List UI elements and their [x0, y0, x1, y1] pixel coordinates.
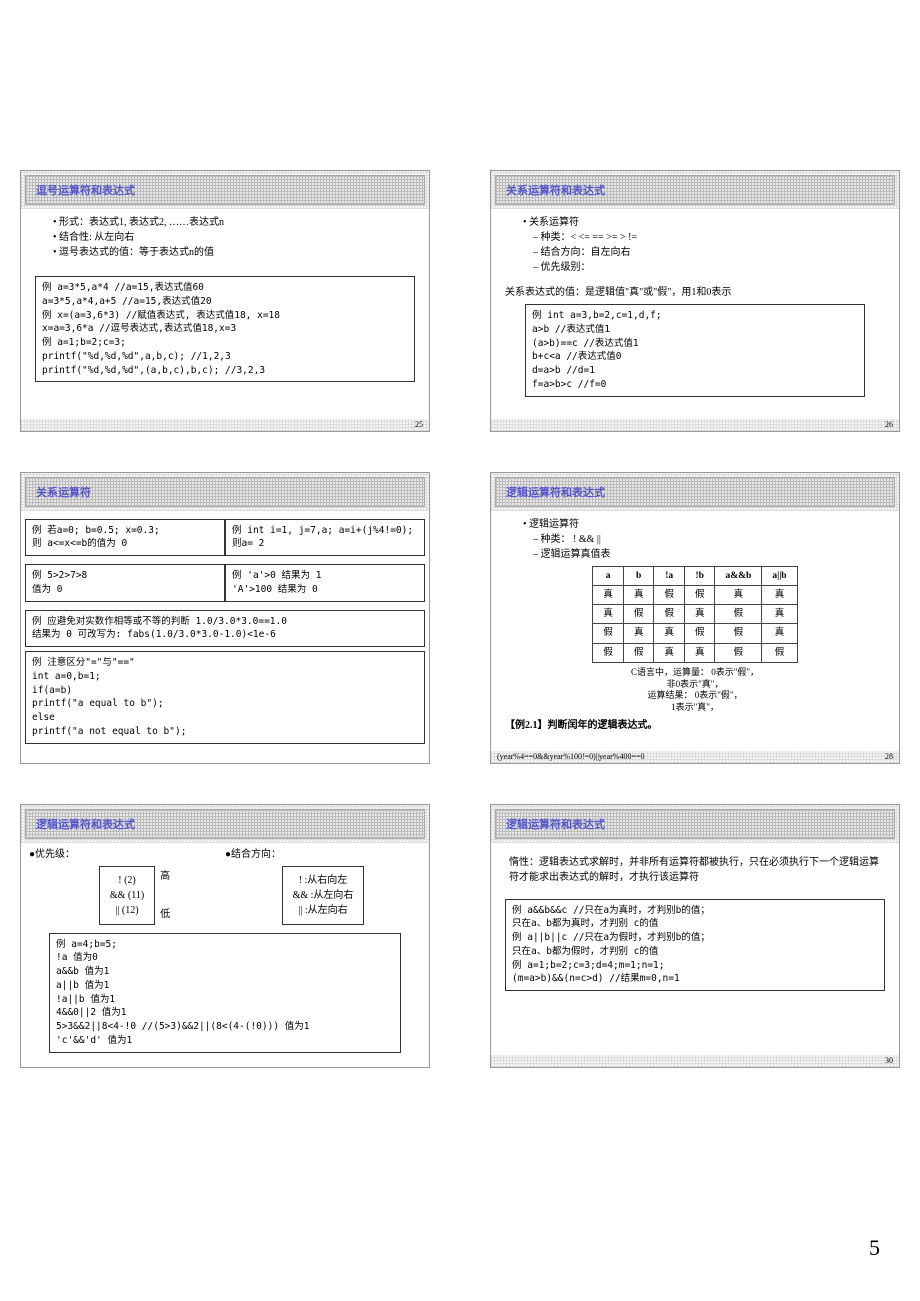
code-line: (m=a>b)&&(n=c>d) //结果m=0,n=1 [512, 972, 878, 986]
code-line: f=a>b>c //f=0 [532, 378, 858, 392]
code-line: 例 x=(a=3,6*3) //赋值表达式, 表达式值18, x=18 [42, 309, 408, 323]
slide-pagenum: 30 [885, 1056, 893, 1065]
code-line: 例 a=3*5,a*4 //a=15,表达式值60 [42, 281, 408, 295]
note: 非0表示"真"， [505, 679, 885, 691]
example-title: 【例2.1】判断闰年的逻辑表达式。 [505, 718, 885, 733]
code-line: 例 a&&b&&c //只在a为真时，才判别b的值； [512, 904, 878, 918]
note: C语言中，运算量： 0表示"假"， [505, 667, 885, 679]
bullet: 结合性: 从左向右 [53, 230, 415, 245]
code-line: 例 a=1;b=2;c=3; [42, 336, 408, 350]
code-line: printf("%d,%d,%d",a,b,c); //1,2,3 [42, 350, 408, 364]
mark-high: 高 [160, 869, 170, 884]
assoc-item: ! :从右向左 [293, 873, 354, 888]
th: a&&b [715, 566, 762, 585]
slide-pagenum: 28 [885, 751, 893, 763]
slide-title: 关系运算符和表达式 [495, 175, 895, 205]
code-line: 例 a=4;b=5; [56, 938, 394, 952]
code-line: 只在a、b都为假时，才判别 c的值 [512, 945, 878, 959]
assoc-item: && :从左向右 [293, 888, 354, 903]
slide-29: 逻辑运算符和表达式 ●优先级： ●结合方向： ! (2) && (11) || … [20, 804, 430, 1068]
code-line: b+c<a //表达式值0 [532, 350, 858, 364]
heading: 逻辑运算符 [523, 517, 885, 532]
th: b [623, 566, 654, 585]
slide-title: 逗号运算符和表达式 [25, 175, 425, 205]
example-box: 例 int i=1, j=7,a; a=i+(j%4!=0); 则a= 2 [225, 519, 425, 557]
truth-table: a b !a !b a&&b a||b 真真假假真真 真假假真假真 假真真假假真… [592, 566, 797, 663]
note: 运算结果： 0表示"假"， [505, 690, 885, 702]
sub-bullet: 优先级别： [533, 260, 885, 275]
code-line: a||b 值为1 [56, 979, 394, 993]
prio-item: && (11) [110, 888, 144, 903]
label: ●结合方向： [225, 849, 281, 860]
sub-bullet: 结合方向：自左向右 [533, 245, 885, 260]
example-box: 例 'a'>0 结果为 1 'A'>100 结果为 0 [225, 564, 425, 602]
slide-pagenum: 26 [885, 420, 893, 429]
code-line: 'c'&&'d' 值为1 [56, 1034, 394, 1048]
assoc-item: || :从左向右 [293, 903, 354, 918]
code-line: printf("%d,%d,%d",(a,b,c),b,c); //3,2,3 [42, 364, 408, 378]
slide-pagenum: 25 [415, 420, 423, 429]
code-line: a=3*5,a*4,a+5 //a=15,表达式值20 [42, 295, 408, 309]
bullet: 形式：表达式1, 表达式2, ……表达式n [53, 215, 415, 230]
th: !b [684, 566, 715, 585]
label: ●优先级： [29, 849, 75, 860]
note: 1表示"真"， [505, 702, 885, 714]
slide-title: 逻辑运算符和表达式 [495, 809, 895, 839]
code-line: (a>b)==c //表达式值1 [532, 337, 858, 351]
example-box: 例 应避免对实数作相等或不等的判断 1.0/3.0*3.0==1.0 结果为 0… [25, 610, 425, 648]
code-line: !a||b 值为1 [56, 993, 394, 1007]
mark-low: 低 [160, 907, 170, 922]
code-line: a>b //表达式值1 [532, 323, 858, 337]
example-box: 例 若a=0; b=0.5; x=0.3; 则 a<=x<=b的值为 0 [25, 519, 225, 557]
code-line: 4&&0||2 值为1 [56, 1006, 394, 1020]
slide-title: 关系运算符 [25, 477, 425, 507]
slide-title: 逻辑运算符和表达式 [25, 809, 425, 839]
paragraph: 惰性：逻辑表达式求解时，并非所有运算符都被执行，只在必须执行下一个逻辑运算符才能… [509, 855, 881, 885]
th: a||b [762, 566, 797, 585]
prio-item: ! (2) [110, 873, 144, 888]
heading: 关系运算符 [523, 215, 885, 230]
th: !a [654, 566, 685, 585]
slide-28: 逻辑运算符和表达式 逻辑运算符 种类： ! && || 逻辑运算真值表 a b … [490, 472, 900, 764]
slide-30: 逻辑运算符和表达式 惰性：逻辑表达式求解时，并非所有运算符都被执行，只在必须执行… [490, 804, 900, 1068]
example-box: 例 5>2>7>8 值为 0 [25, 564, 225, 602]
slide-27: 关系运算符 例 若a=0; b=0.5; x=0.3; 则 a<=x<=b的值为… [20, 472, 430, 764]
example-box: 例 注意区分"="与"==" int a=0,b=1; if(a=b) prin… [25, 651, 425, 744]
sub-bullet: 逻辑运算真值表 [533, 547, 885, 562]
slide-grid: 逗号运算符和表达式 形式：表达式1, 表达式2, ……表达式n 结合性: 从左向… [20, 170, 900, 1068]
slide-title: 逻辑运算符和表达式 [495, 477, 895, 507]
text: 关系表达式的值：是逻辑值"真"或"假"，用1和0表示 [505, 285, 885, 300]
sub-bullet: 种类： ! && || [533, 532, 885, 547]
bullet: 逗号表达式的值：等于表达式n的值 [53, 245, 415, 260]
slide-25: 逗号运算符和表达式 形式：表达式1, 表达式2, ……表达式n 结合性: 从左向… [20, 170, 430, 432]
sub-bullet: 种类：< <= == >= > != [533, 230, 885, 245]
code-line: 例 a=1;b=2;c=3;d=4;m=1;n=1; [512, 959, 878, 973]
prio-item: || (12) [110, 903, 144, 918]
code-line: 例 a||b||c //只在a为假时，才判别b的值； [512, 931, 878, 945]
code-line: !a 值为0 [56, 951, 394, 965]
page-number: 5 [869, 1235, 880, 1261]
th: a [593, 566, 624, 585]
code-line: 只在a、b都为真时，才判别 c的值 [512, 917, 878, 931]
code-line: 例 int a=3,b=2,c=1,d,f; [532, 309, 858, 323]
code-line: x=a=3,6*a //逗号表达式,表达式值18,x=3 [42, 322, 408, 336]
code-line: d=a>b //d=1 [532, 364, 858, 378]
code-line: 5>3&&2||8<4-!0 //(5>3)&&2||(8<(4-(!0))) … [56, 1020, 394, 1034]
slide-26: 关系运算符和表达式 关系运算符 种类：< <= == >= > != 结合方向：… [490, 170, 900, 432]
code-line: a&&b 值为1 [56, 965, 394, 979]
example-expr: (year%4==0&&year%100!=0)||year%400==0 [497, 752, 645, 761]
